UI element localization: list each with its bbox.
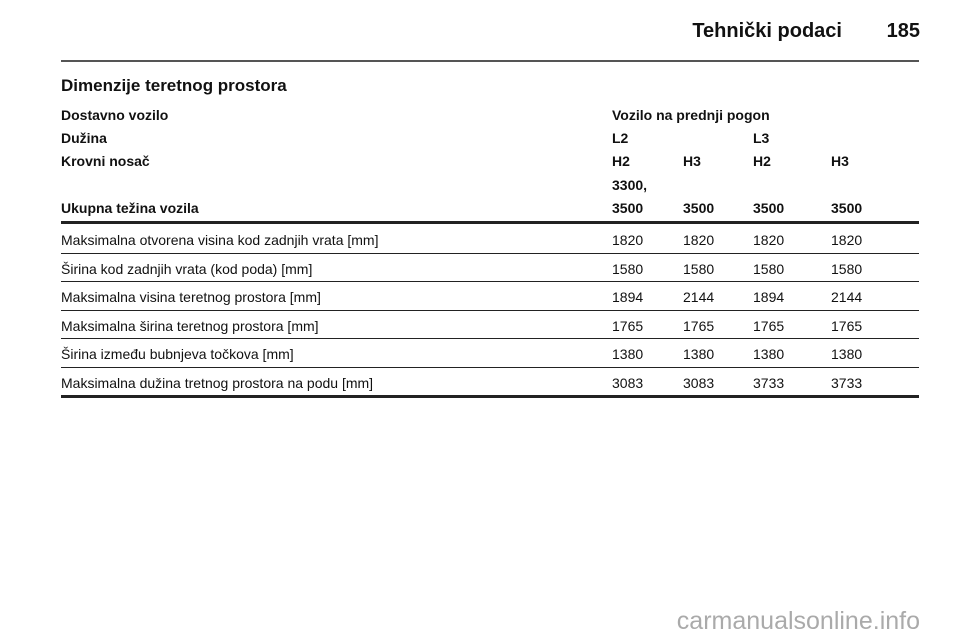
row-value: 1380 — [683, 346, 715, 362]
row-value: 1580 — [612, 260, 644, 277]
header-cell: 3500 — [612, 200, 644, 216]
row-value: 1380 — [831, 346, 863, 362]
row-value: 3083 — [683, 374, 715, 391]
row-value: 3733 — [753, 374, 785, 391]
header-cell: H2 — [753, 153, 771, 169]
header-label: Dužina — [61, 130, 107, 146]
watermark: carmanualsonline.info — [676, 607, 920, 635]
row-divider — [61, 281, 919, 282]
row-value: 1380 — [612, 346, 644, 362]
row-label: Širina između bubnjeva točkova [mm] — [61, 346, 294, 362]
row-divider — [61, 310, 919, 311]
header-cell: 3500 — [831, 200, 863, 216]
header-label: Dostavno vozilo — [61, 107, 169, 123]
header-cell: H3 — [831, 153, 849, 169]
row-divider — [61, 253, 919, 254]
row-value: 1894 — [753, 289, 785, 305]
running-header-title: Tehnički podaci — [692, 20, 842, 42]
row-value: 1765 — [753, 317, 785, 334]
row-value: 1820 — [831, 232, 863, 248]
header-cell: 3300, — [612, 177, 648, 193]
header-cell: L3 — [753, 130, 770, 146]
row-value: 1765 — [683, 317, 715, 334]
header-label: Ukupna težina vozila — [61, 200, 199, 216]
row-value: 1580 — [831, 260, 863, 277]
header-cell: H2 — [612, 153, 630, 169]
header-cell: H3 — [683, 153, 701, 169]
header-cell: 3500 — [683, 200, 715, 216]
page-number: 185 — [886, 20, 920, 42]
header-label: Krovni nosač — [61, 153, 150, 169]
row-value: 1580 — [683, 260, 715, 277]
row-value: 2144 — [683, 289, 715, 305]
row-value: 3083 — [612, 374, 644, 391]
row-divider — [61, 367, 919, 368]
row-value: 1820 — [683, 232, 715, 248]
row-value: 1580 — [753, 260, 785, 277]
header-cell: L2 — [612, 130, 629, 146]
row-label: Maksimalna širina teretnog prostora [mm] — [61, 317, 319, 334]
table-bottom-rule — [61, 395, 919, 398]
header-cell: 3500 — [753, 200, 785, 216]
row-value: 1765 — [831, 317, 863, 334]
header-rule — [61, 60, 919, 62]
row-value: 1894 — [612, 289, 644, 305]
section-title: Dimenzije teretnog prostora — [61, 76, 287, 95]
row-value: 1380 — [753, 346, 785, 362]
header-cell: Vozilo na prednji pogon — [612, 107, 770, 123]
row-label: Maksimalna visina teretnog prostora [mm] — [61, 289, 321, 305]
row-divider — [61, 338, 919, 339]
row-value: 2144 — [831, 289, 863, 305]
row-value: 1765 — [612, 317, 644, 334]
row-label: Širina kod zadnjih vrata (kod poda) [mm] — [61, 260, 313, 277]
row-label: Maksimalna otvorena visina kod zadnjih v… — [61, 232, 379, 248]
row-value: 3733 — [831, 374, 863, 391]
row-label: Maksimalna dužina tretnog prostora na po… — [61, 374, 374, 391]
table-header-rule — [61, 221, 919, 224]
row-value: 1820 — [612, 232, 644, 248]
row-value: 1820 — [753, 232, 785, 248]
